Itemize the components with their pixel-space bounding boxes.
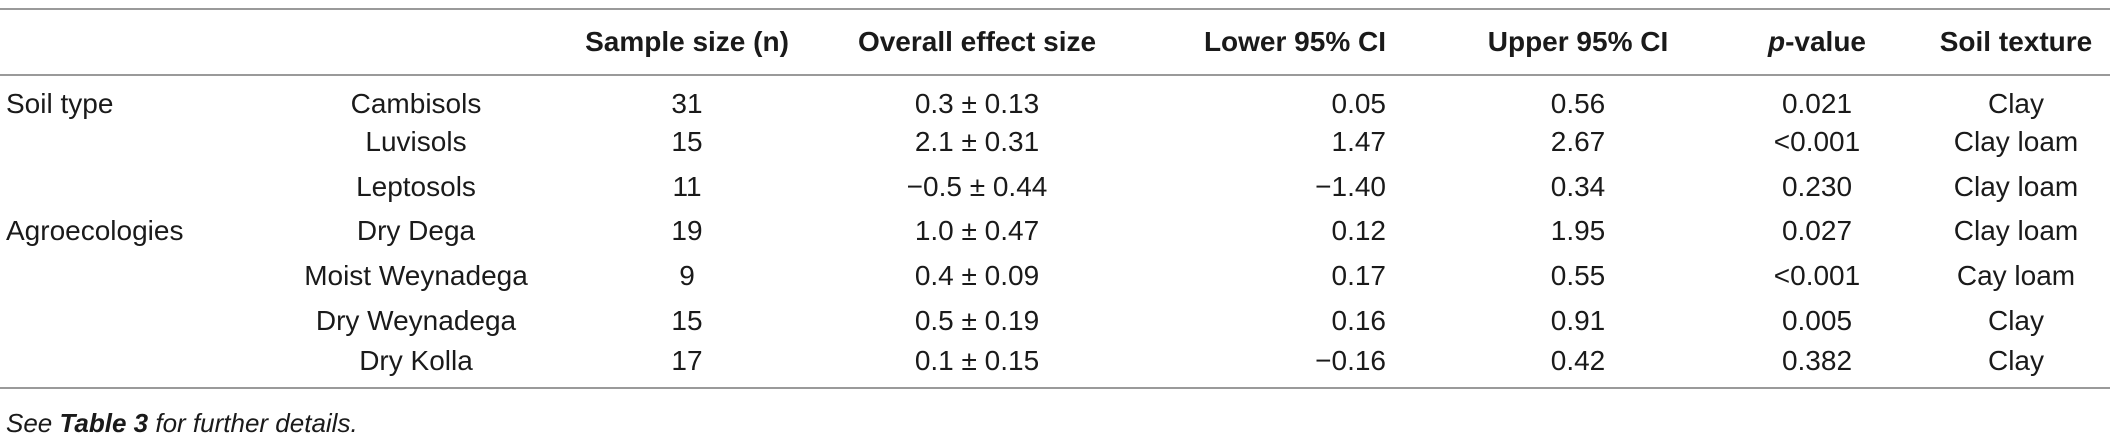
cell-p-value: 0.005 bbox=[1781, 304, 1853, 336]
cell-upper-ci: 0.56 bbox=[1550, 88, 1606, 119]
cell-subgroup: Cambisols bbox=[350, 88, 482, 119]
cell-effect-size: 2.1 ± 0.31 bbox=[914, 126, 1040, 158]
cell-subgroup: Dry Kolla bbox=[270, 342, 562, 389]
cell-upper-ci: 0.91 bbox=[1550, 304, 1606, 336]
cell-group bbox=[0, 120, 270, 165]
footnote-suffix: for further details. bbox=[148, 408, 358, 438]
cell-soil-texture: Clay loam bbox=[1953, 126, 2079, 158]
header-effect-size: Overall effect size bbox=[812, 8, 1142, 76]
cell-sample-size: 9 bbox=[679, 260, 695, 292]
cell-group bbox=[0, 254, 270, 299]
cell-lower-ci: −0.16 bbox=[1142, 342, 1444, 389]
table-body: Soil type Cambisols 31 0.3 ± 0.13 0.05 0.56 0.… bbox=[0, 75, 2110, 389]
cell-effect-size: 0.3 ± 0.13 bbox=[914, 88, 1040, 119]
table-row: Dry Kolla 17 0.1 ± 0.15 −0.16 0.42 0.382 Clay bbox=[0, 342, 2110, 389]
cell-upper-ci: 0.34 bbox=[1550, 170, 1606, 202]
cell-upper-ci: 2.67 bbox=[1550, 126, 1606, 158]
cell-effect-size: 0.5 ± 0.19 bbox=[914, 304, 1040, 336]
cell-subgroup: Dry Weynadega bbox=[315, 304, 517, 336]
header-group bbox=[0, 8, 270, 76]
header-soil-texture: Soil texture bbox=[1922, 8, 2110, 76]
header-lower-ci: Lower 95% CI bbox=[1142, 8, 1444, 76]
cell-soil-texture: Cay loam bbox=[1956, 260, 2076, 292]
cell-soil-texture: Clay bbox=[1987, 304, 2044, 336]
header-sample-size: Sample size (n) bbox=[562, 8, 812, 76]
table-row: Soil type Cambisols 31 0.3 ± 0.13 0.05 0.56 0.… bbox=[0, 75, 2110, 120]
cell-p-value: 0.382 bbox=[1712, 342, 1922, 389]
cell-lower-ci: 0.12 bbox=[1331, 215, 1387, 247]
cell-sample-size: 17 bbox=[562, 342, 812, 389]
data-table: Sample size (n) Overall effect size Lowe… bbox=[0, 8, 2110, 389]
cell-p-value: 0.230 bbox=[1781, 170, 1853, 202]
cell-upper-ci: 1.95 bbox=[1550, 215, 1606, 247]
cell-p-value: 0.027 bbox=[1781, 215, 1853, 247]
table-row: Leptosols 11 −0.5 ± 0.44 −1.40 0.34 0.230 Clay… bbox=[0, 165, 2110, 210]
cell-soil-texture: Clay loam bbox=[1953, 170, 2079, 202]
cell-effect-size: 0.4 ± 0.09 bbox=[914, 260, 1040, 292]
cell-p-value: 0.021 bbox=[1781, 88, 1853, 119]
cell-group bbox=[0, 298, 270, 343]
header-upper-ci: Upper 95% CI bbox=[1444, 8, 1712, 76]
cell-soil-texture: Clay loam bbox=[1953, 215, 2079, 247]
cell-group bbox=[0, 342, 270, 389]
cell-subgroup: Luvisols bbox=[365, 126, 467, 158]
cell-soil-texture: Clay bbox=[1922, 342, 2110, 389]
cell-effect-size: 0.1 ± 0.15 bbox=[812, 342, 1142, 389]
table-row: Agroecologies Dry Dega 19 1.0 ± 0.47 0.12 1.9… bbox=[0, 209, 2110, 254]
header-p-rest: -value bbox=[1785, 26, 1867, 57]
cell-subgroup: Dry Dega bbox=[356, 215, 476, 247]
cell-lower-ci: −1.40 bbox=[1315, 170, 1386, 202]
cell-upper-ci: 0.42 bbox=[1444, 342, 1712, 389]
cell-p-value: <0.001 bbox=[1773, 260, 1861, 292]
cell-upper-ci: 0.55 bbox=[1550, 260, 1606, 292]
table-row: Luvisols 15 2.1 ± 0.31 1.47 2.67 <0.001 Clay l… bbox=[0, 120, 2110, 165]
cell-sample-size: 31 bbox=[671, 88, 703, 119]
cell-lower-ci: 1.47 bbox=[1331, 126, 1387, 158]
cell-lower-ci: 0.05 bbox=[1331, 88, 1387, 119]
cell-effect-size: 1.0 ± 0.47 bbox=[914, 215, 1040, 247]
cell-p-value: <0.001 bbox=[1773, 126, 1861, 158]
cell-lower-ci: 0.17 bbox=[1331, 260, 1387, 292]
header-p-italic: p bbox=[1767, 26, 1786, 57]
cell-sample-size: 11 bbox=[672, 170, 702, 202]
footnote-table-ref: Table 3 bbox=[59, 408, 149, 438]
cell-sample-size: 15 bbox=[671, 304, 703, 336]
cell-group bbox=[0, 165, 270, 210]
cell-soil-texture: Clay bbox=[1987, 88, 2044, 119]
cell-lower-ci: 0.16 bbox=[1331, 304, 1387, 336]
header-row: Sample size (n) Overall effect size Lowe… bbox=[0, 8, 2110, 76]
table-row: Dry Weynadega 15 0.5 ± 0.19 0.16 0.91 0.005 Cl… bbox=[0, 298, 2110, 343]
header-p-value: p-value bbox=[1712, 8, 1922, 76]
header-subgroup bbox=[270, 8, 562, 76]
cell-group: Agroecologies bbox=[6, 215, 184, 247]
cell-subgroup: Moist Weynadega bbox=[304, 260, 528, 292]
table-footnote: See Table 3 for further details. bbox=[6, 408, 358, 439]
cell-sample-size: 19 bbox=[671, 215, 703, 247]
cell-subgroup: Leptosols bbox=[356, 170, 476, 202]
table-row: Moist Weynadega 9 0.4 ± 0.09 0.17 0.55 <0.001… bbox=[0, 254, 2110, 299]
footnote-prefix: See bbox=[6, 408, 60, 438]
cell-effect-size: −0.5 ± 0.44 bbox=[906, 170, 1048, 202]
cell-sample-size: 15 bbox=[671, 126, 703, 158]
cell-group: Soil type bbox=[6, 88, 114, 119]
